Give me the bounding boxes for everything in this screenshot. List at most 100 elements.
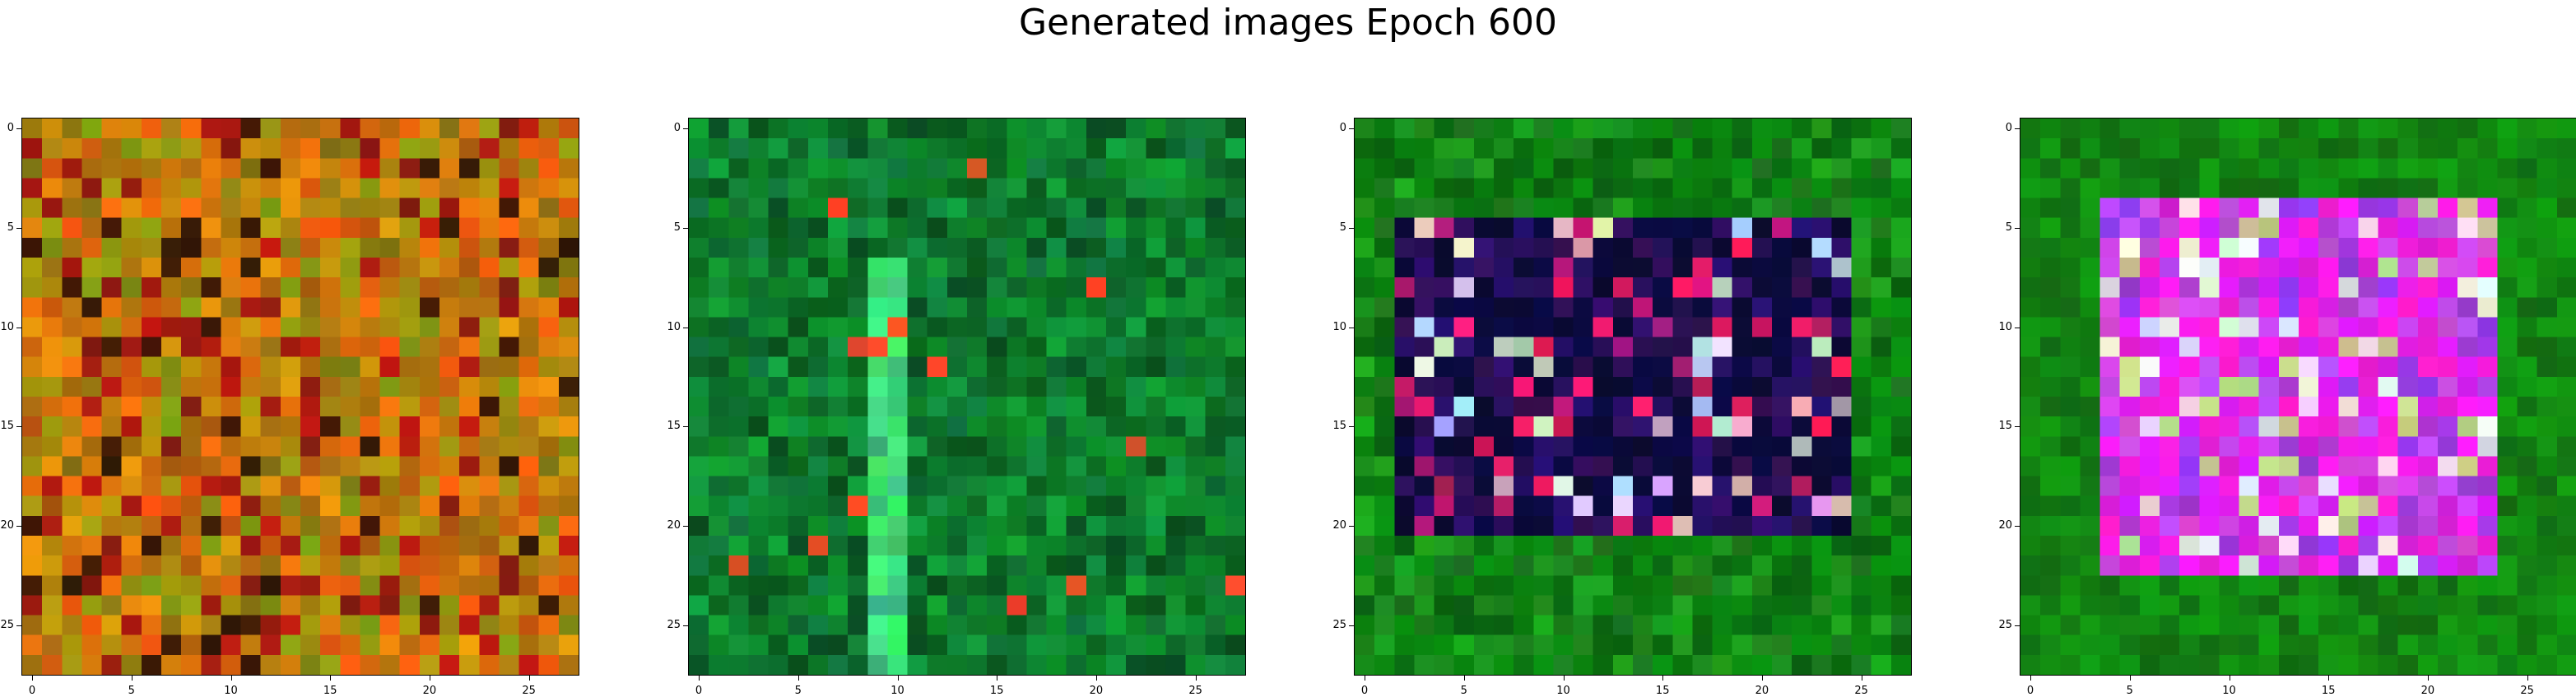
- pixel-cell: [907, 258, 928, 278]
- pixel-cell: [1394, 158, 1415, 179]
- pixel-cell: [2160, 237, 2180, 258]
- pixel-cell: [1553, 356, 1574, 378]
- pixel-cell: [2278, 337, 2299, 358]
- pixel-cell: [1374, 356, 1395, 378]
- pixel-cell: [967, 337, 988, 358]
- image-panel-4: 0 5 10 15 20 25 0 5 10 15 20 25: [1998, 118, 2576, 697]
- pixel-cell: [1494, 138, 1514, 159]
- pixel-cell: [1066, 317, 1087, 338]
- pixel-cell: [1573, 158, 1594, 179]
- pixel-cell: [1672, 356, 1693, 378]
- pixel-cell: [1871, 258, 1892, 278]
- pixel-cell: [2060, 654, 2081, 675]
- pixel-cell: [379, 297, 401, 318]
- pixel-cell: [419, 515, 440, 537]
- pixel-cell: [907, 317, 928, 338]
- pixel-cell: [1533, 555, 1554, 576]
- pixel-cell: [946, 634, 968, 656]
- pixel-cell: [1533, 118, 1554, 139]
- pixel-cell: [2060, 258, 2081, 278]
- pixel-cell: [320, 436, 341, 457]
- pixel-cell: [2497, 495, 2518, 517]
- pixel-cell: [260, 436, 281, 457]
- pixel-cell: [1225, 476, 1245, 497]
- pixel-cell: [788, 297, 809, 318]
- pixel-cell: [2060, 297, 2081, 318]
- pixel-cell: [1732, 138, 1753, 159]
- pixel-cell: [439, 595, 460, 616]
- pixel-cell: [161, 416, 182, 437]
- pixel-cell: [1851, 615, 1872, 636]
- pixel-cell: [2060, 595, 2081, 616]
- pixel-cell: [946, 495, 968, 517]
- pixel-cell: [2338, 356, 2359, 378]
- pixel-cell: [161, 356, 182, 378]
- pixel-cell: [768, 495, 789, 517]
- pixel-cell: [1007, 376, 1027, 397]
- pixel-cell: [101, 297, 123, 318]
- pixel-cell: [887, 277, 909, 298]
- pixel-cell: [1414, 515, 1435, 537]
- pixel-cell: [1007, 654, 1027, 675]
- pixel-cell: [1732, 495, 1753, 517]
- pixel-cell: [2318, 376, 2339, 397]
- pixel-cell: [2536, 197, 2558, 219]
- pixel-cell: [907, 595, 928, 616]
- pixel-cell: [141, 654, 162, 675]
- pixel-cell: [2536, 536, 2558, 556]
- pixel-cell: [2239, 654, 2260, 675]
- y-tick-label: 15: [1332, 420, 1346, 433]
- pixel-cell: [1355, 356, 1375, 378]
- pixel-cell: [2378, 337, 2399, 358]
- pixel-cell: [2497, 118, 2518, 139]
- pixel-cell: [300, 515, 321, 537]
- pixel-cell: [2417, 277, 2439, 298]
- pixel-cell: [221, 654, 242, 675]
- pixel-cell: [1772, 297, 1793, 318]
- pixel-cell: [2497, 178, 2518, 199]
- pixel-cell: [709, 197, 729, 219]
- pixel-cell: [2457, 536, 2478, 556]
- pixel-cell: [2477, 595, 2498, 616]
- pixel-cell: [1851, 138, 1872, 159]
- pixel-cell: [1612, 397, 1634, 417]
- pixel-cell: [518, 536, 540, 556]
- pixel-cell: [439, 217, 460, 239]
- pixel-cell: [499, 615, 520, 636]
- pixel-cell: [2358, 277, 2379, 298]
- pixel-cell: [2417, 595, 2439, 616]
- pixel-cell: [558, 356, 579, 378]
- pixel-cell: [887, 356, 909, 378]
- pixel-cell: [101, 555, 123, 576]
- pixel-cell: [181, 436, 202, 457]
- pixel-cell: [2556, 416, 2576, 437]
- pixel-cell: [828, 416, 849, 437]
- pixel-cell: [2299, 595, 2319, 616]
- pixel-cell: [927, 118, 948, 139]
- pixel-cell: [2536, 416, 2558, 437]
- pixel-cell: [1473, 476, 1495, 497]
- pixel-cell: [807, 436, 829, 457]
- pixel-cell: [538, 237, 560, 258]
- pixel-cell: [1026, 397, 1048, 417]
- pixel-cell: [1205, 436, 1226, 457]
- pixel-cell: [1831, 615, 1853, 636]
- pixel-cell: [2179, 337, 2200, 358]
- pixel-cell: [499, 416, 520, 437]
- pixel-cell: [828, 555, 849, 576]
- pixel-cell: [121, 476, 142, 497]
- pixel-cell: [2199, 476, 2220, 497]
- pixel-cell: [1205, 634, 1226, 656]
- pixel-cell: [2457, 436, 2478, 457]
- pixel-cell: [1653, 356, 1673, 378]
- pixel-cell: [728, 237, 749, 258]
- pixel-cell: [1533, 515, 1554, 537]
- pixel-cell: [1851, 197, 1872, 219]
- pixel-cell: [987, 138, 1007, 159]
- pixel-cell: [1792, 237, 1812, 258]
- pixel-cell: [2020, 595, 2041, 616]
- pixel-cell: [1553, 416, 1574, 437]
- pixel-cell: [1185, 416, 1207, 437]
- pixel-cell: [1772, 356, 1793, 378]
- pixel-cell: [2338, 376, 2359, 397]
